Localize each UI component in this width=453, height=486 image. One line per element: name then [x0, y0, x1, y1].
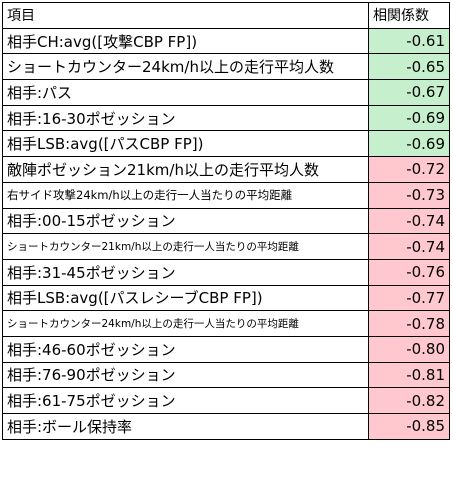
- row-item: 相手CH:avg([攻撃CBP FP]): [2, 27, 369, 55]
- table-row: 相手:31-45ポゼッション -0.76: [2, 258, 450, 286]
- row-item: 相手:46-60ポゼッション: [2, 335, 369, 363]
- table-row: 相手:16-30ポゼッション -0.69: [2, 104, 450, 132]
- header-row: 項目 相関係数: [2, 2, 450, 29]
- table-row: 相手:ボール保持率 -0.85: [2, 413, 450, 440]
- row-value: -0.67: [368, 79, 450, 106]
- row-value: -0.69: [368, 104, 450, 132]
- row-item: ショートカウンター24km/h以上の走行平均人数: [2, 53, 369, 81]
- row-value: -0.72: [368, 156, 450, 183]
- table-row: ショートカウンター24km/h以上の走行平均人数 -0.65: [2, 53, 450, 81]
- row-value: -0.85: [368, 413, 450, 440]
- correlation-table: 項目 相関係数 相手CH:avg([攻撃CBP FP]) -0.61 ショートカ…: [2, 2, 450, 440]
- table-row: 相手CH:avg([攻撃CBP FP]) -0.61: [2, 27, 450, 55]
- row-value: -0.74: [368, 207, 450, 235]
- row-value: -0.80: [368, 335, 450, 363]
- row-item: 相手LSB:avg([パスレシーブCBP FP]): [2, 284, 369, 312]
- header-item: 項目: [2, 2, 369, 29]
- row-item: ショートカウンター21km/h以上の走行一人当たりの平均距離: [2, 233, 369, 260]
- row-value: -0.77: [368, 284, 450, 312]
- row-item: 相手:61-75ポゼッション: [2, 387, 369, 414]
- row-item: 相手:76-90ポゼッション: [2, 361, 369, 389]
- table-row: 相手:61-75ポゼッション -0.82: [2, 387, 450, 414]
- table-row: 相手:76-90ポゼッション -0.81: [2, 361, 450, 389]
- row-item: 敵陣ポゼッション21km/h以上の走行平均人数: [2, 156, 369, 183]
- row-item: 相手:00-15ポゼッション: [2, 207, 369, 235]
- row-item: ショートカウンター24km/h以上の走行一人当たりの平均距離: [2, 310, 369, 337]
- table-row: 右サイド攻撃24km/h以上の走行一人当たりの平均距離 -0.73: [2, 181, 450, 209]
- row-item: 相手:16-30ポゼッション: [2, 104, 369, 132]
- table-row: 相手:パス -0.67: [2, 79, 450, 106]
- row-item: 相手LSB:avg([パスCBP FP]): [2, 130, 369, 158]
- header-coef: 相関係数: [368, 2, 450, 29]
- row-value: -0.74: [368, 233, 450, 260]
- row-value: -0.73: [368, 181, 450, 209]
- table-row: 相手:46-60ポゼッション -0.80: [2, 335, 450, 363]
- table-row: 相手LSB:avg([パスレシーブCBP FP]) -0.77: [2, 284, 450, 312]
- row-value: -0.82: [368, 387, 450, 414]
- row-value: -0.61: [368, 27, 450, 55]
- table-row: 相手LSB:avg([パスCBP FP]) -0.69: [2, 130, 450, 158]
- row-item: 相手:パス: [2, 79, 369, 106]
- row-value: -0.65: [368, 53, 450, 81]
- row-value: -0.69: [368, 130, 450, 158]
- row-value: -0.76: [368, 258, 450, 286]
- table-body: 項目 相関係数 相手CH:avg([攻撃CBP FP]) -0.61 ショートカ…: [2, 2, 450, 440]
- row-value: -0.81: [368, 361, 450, 389]
- table-row: 相手:00-15ポゼッション -0.74: [2, 207, 450, 235]
- table-row: 敵陣ポゼッション21km/h以上の走行平均人数 -0.72: [2, 156, 450, 183]
- table-row: ショートカウンター21km/h以上の走行一人当たりの平均距離 -0.74: [2, 233, 450, 260]
- row-item: 右サイド攻撃24km/h以上の走行一人当たりの平均距離: [2, 181, 369, 209]
- table-row: ショートカウンター24km/h以上の走行一人当たりの平均距離 -0.78: [2, 310, 450, 337]
- row-item: 相手:ボール保持率: [2, 413, 369, 440]
- row-item: 相手:31-45ポゼッション: [2, 258, 369, 286]
- row-value: -0.78: [368, 310, 450, 337]
